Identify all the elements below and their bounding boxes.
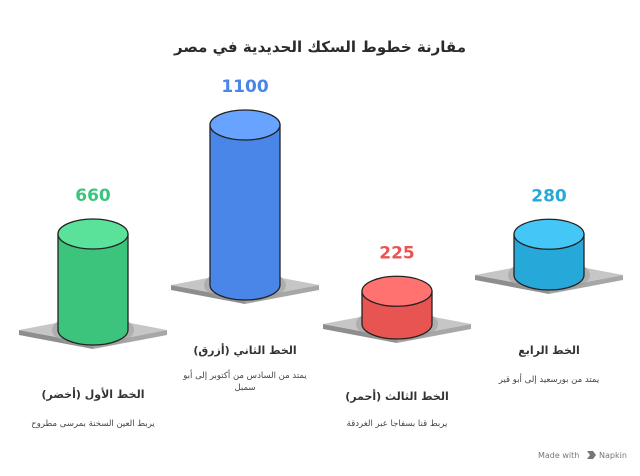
footer-brand: Napkin [599,451,627,460]
bar-4-top [513,218,585,250]
bar-4-body [513,233,585,291]
bar-4-description: يمتد من بورسعيد إلى أبو قير [498,373,600,385]
bar-2-category-label: الخط الثاني (أزرق) [193,343,296,357]
bar-1: 660 الخط الأول (أخضر) يربط العين السخنة بم… [19,186,167,429]
bar-3-category-label: الخط الثالث (أحمر) [345,389,449,403]
bar-4-value-label: 280 [531,186,567,206]
bar-1-description: يربط العين السخنة بمرسى مطروح [31,419,155,429]
bar-3: 225 الخط الثالث (أحمر) يربط قنا بسفاجا عبر… [323,243,471,429]
bar-2-value-label: 1100 [221,77,268,97]
bar-3-value-label: 225 [379,243,415,263]
bar-2-body [209,124,281,301]
bar-2: 1100 الخط الثاني (أزرق) يمتد من السادس من … [171,77,319,393]
bar-2-description: سمبل [234,383,255,393]
bar-1-value-label: 660 [75,186,111,206]
napkin-logo-icon [587,451,596,459]
bars-group: 660 الخط الأول (أخضر) يربط العين السخنة بم… [19,77,623,429]
bar-3-description: يربط قنا بسفاجا عبر الغردقة [347,419,448,429]
footer-made-with: Made with [538,451,579,460]
bar-4-category-label: الخط الرابع [518,344,580,357]
bar-2-description: يمتد من السادس من أكتوبر إلى أبو [182,369,307,381]
bar-2-top [209,109,281,141]
bar-3-top [361,275,433,307]
bar-1-body [57,233,129,346]
bar-4: 280 الخط الرابع يمتد من بورسعيد إلى أبو قي… [475,186,623,385]
bar-1-category-label: الخط الأول (أخضر) [41,387,144,401]
bar-1-top [57,218,129,250]
chart-title: مقارنة خطوط السكك الحديدية في مصر [173,38,466,56]
footer: Made with Napkin [538,451,627,460]
